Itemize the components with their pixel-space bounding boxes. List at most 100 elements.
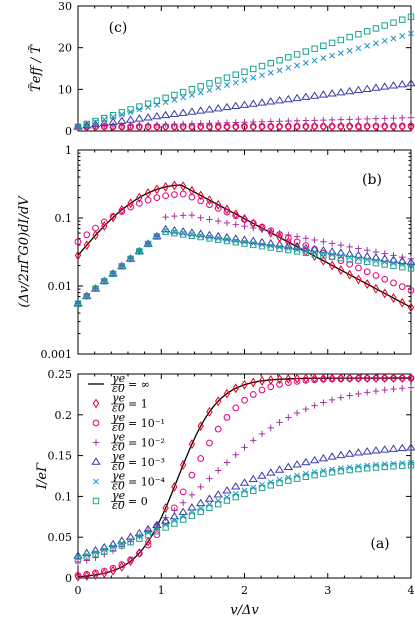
a-point-r001-shape	[276, 419, 283, 426]
c-point-r1	[223, 121, 231, 132]
c-point-r0001	[274, 95, 285, 104]
c-point-r0001-shape	[309, 91, 320, 99]
a-point-r01-shape	[214, 425, 222, 433]
c-point-r001	[346, 116, 353, 123]
b-point-r00001	[83, 293, 90, 300]
legend-swatch-r1	[92, 398, 100, 409]
c-point-r0001	[204, 105, 215, 113]
b-point-r01-shape	[214, 204, 222, 212]
b-point-r1	[188, 185, 196, 196]
a-point-r01-shape	[100, 567, 108, 575]
b-point-r1	[399, 297, 406, 308]
c-point-r0-shape	[276, 57, 283, 64]
a-point-r0001-shape	[283, 462, 294, 471]
a-point-r001	[399, 385, 406, 392]
a-point-r1-shape	[346, 373, 353, 384]
b-point-r0	[74, 300, 82, 307]
b-point-r1-shape	[197, 190, 204, 201]
a-point-r0001-shape	[187, 503, 197, 511]
a-point-r0	[381, 463, 388, 471]
panel-b-label: (b)	[362, 172, 382, 188]
b-point-r01-shape	[372, 272, 380, 279]
a-point-r001-shape	[355, 390, 362, 398]
a-point-r0-shape	[179, 516, 187, 523]
c-point-r0-shape	[372, 25, 380, 32]
c-point-r1	[144, 121, 152, 132]
b-point-r001-shape	[241, 223, 248, 230]
c-point-r0001-shape	[327, 89, 337, 97]
a-point-r0	[171, 520, 178, 527]
a-point-r001	[407, 384, 415, 391]
legend-frac-num: γe	[112, 392, 126, 405]
a-point-r00001	[224, 494, 230, 501]
c-point-r00001	[364, 42, 371, 49]
a-point-r1-shape	[407, 373, 415, 384]
a-point-r0-shape	[399, 462, 406, 469]
a-point-r01	[241, 396, 248, 404]
c-point-r1-shape	[276, 121, 283, 132]
a-point-r0-shape	[346, 466, 353, 474]
c-point-r001	[258, 118, 266, 125]
b-point-r0	[311, 250, 318, 258]
a-point-r0	[153, 528, 161, 535]
b-point-r1-shape	[346, 269, 353, 280]
c-point-r1	[407, 121, 415, 132]
a-point-r1-shape	[83, 571, 90, 581]
a-point-r01-shape	[241, 396, 248, 404]
c-point-r00001-shape	[390, 35, 397, 42]
b-point-r00001-shape	[83, 293, 90, 300]
a-point-r01-shape	[197, 455, 205, 462]
b-point-r0	[241, 240, 248, 247]
c-point-r1-shape	[381, 121, 388, 132]
legend-swatch-r001-shape	[92, 439, 100, 446]
c-point-r001	[188, 120, 196, 127]
a-point-r0001-shape	[195, 498, 206, 507]
b-point-r00001-shape	[118, 263, 125, 270]
a-point-r001-shape	[206, 475, 213, 482]
panel_a-y-tick-label-0: 0	[65, 572, 72, 585]
a-point-r0-shape	[232, 493, 239, 501]
c-point-r00001	[320, 55, 327, 61]
a-point-r001-shape	[215, 467, 222, 474]
b-point-r1	[355, 274, 362, 285]
c-point-r001	[302, 117, 310, 124]
a-point-r01-shape	[311, 376, 318, 384]
b-point-r01-shape	[232, 212, 240, 220]
b-point-r0-shape	[206, 235, 213, 242]
b-point-r0	[144, 240, 152, 248]
b-point-r0	[363, 258, 371, 266]
b-point-r01	[381, 275, 389, 283]
a-point-r1-shape	[355, 373, 362, 384]
a-point-r0001	[239, 478, 250, 486]
a-point-r001	[355, 390, 362, 398]
c-point-r0-shape	[153, 97, 161, 105]
a-point-r0-shape	[407, 462, 415, 469]
b-point-r01	[372, 272, 380, 279]
c-point-r0001-shape	[178, 108, 188, 116]
c-point-r0001-shape	[353, 85, 364, 94]
a-point-r0001	[397, 443, 407, 452]
a-point-r001-shape	[92, 554, 99, 561]
b-point-r0001	[371, 253, 381, 261]
a-point-r0001-shape	[152, 520, 162, 529]
c-point-r0001	[397, 80, 407, 88]
a-point-r0-shape	[250, 487, 257, 495]
a-point-r0-shape	[311, 471, 318, 479]
b-point-r00001-shape	[294, 246, 300, 253]
b-point-r001-shape	[162, 213, 169, 221]
b-point-r0-shape	[372, 259, 380, 267]
legend-frac-den: ε0	[112, 421, 125, 434]
legend-swatch-r0-shape	[92, 497, 100, 505]
c-point-r00001-shape	[294, 62, 300, 69]
a-point-r1-shape	[118, 561, 125, 572]
a-point-r1	[293, 373, 301, 384]
a-point-r001-shape	[381, 386, 388, 394]
a-point-r001-shape	[109, 547, 117, 554]
b-point-r00001	[276, 244, 283, 250]
a-point-r001	[74, 559, 82, 567]
a-point-r001-shape	[320, 399, 327, 406]
b-point-r00001	[267, 242, 274, 249]
a-point-r00001-shape	[189, 509, 195, 516]
